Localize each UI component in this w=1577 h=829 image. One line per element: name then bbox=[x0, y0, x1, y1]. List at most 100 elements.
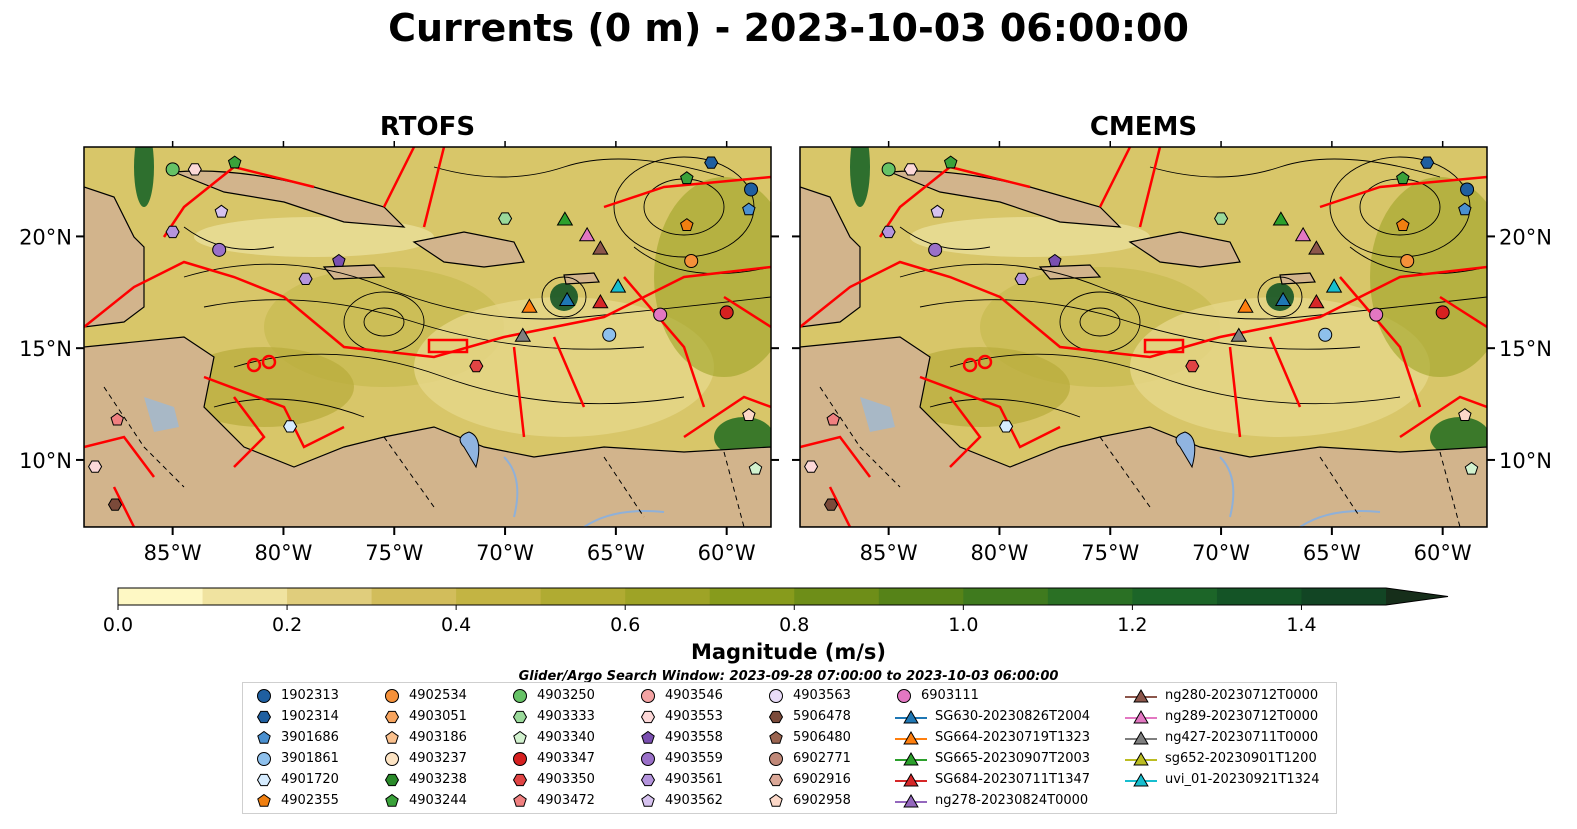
float-marker bbox=[1420, 156, 1435, 169]
panel-title-cmems: CMEMS bbox=[1089, 112, 1198, 142]
legend-item: 4903472 bbox=[509, 790, 595, 811]
float-marker bbox=[881, 162, 896, 177]
lon-tick-label: 80°W bbox=[254, 541, 312, 565]
legend-item-label: ng427-20230711T0000 bbox=[1165, 730, 1319, 745]
legend-item-label: 4903250 bbox=[537, 688, 595, 703]
legend-item: 6902771 bbox=[765, 748, 851, 769]
legend-item-label: 4903563 bbox=[793, 688, 851, 703]
legend-pentagon-marker bbox=[257, 793, 271, 807]
colorbar-segment bbox=[1132, 588, 1218, 605]
legend-marker bbox=[385, 751, 399, 766]
legend-item: SG664-20230719T1323 bbox=[893, 727, 1090, 748]
legend-item-label: 4902534 bbox=[409, 688, 467, 703]
legend-marker bbox=[641, 751, 655, 766]
glider-marker bbox=[1230, 327, 1248, 342]
legend-marker bbox=[1125, 730, 1157, 744]
float-marker bbox=[680, 218, 694, 231]
legend-item-label: 1902313 bbox=[281, 688, 339, 703]
legend-marker bbox=[257, 730, 271, 744]
map-cmems bbox=[800, 147, 1487, 527]
legend-marker bbox=[512, 773, 528, 786]
legend-item: 4903340 bbox=[509, 727, 595, 748]
legend-item-label: uvi_01-20230921T1324 bbox=[1165, 772, 1320, 787]
legend-item-label: sg652-20230901T1200 bbox=[1165, 751, 1317, 766]
glider-marker bbox=[592, 240, 609, 255]
map-rtofs-frame bbox=[83, 146, 772, 528]
legend-item: 5906478 bbox=[765, 706, 851, 727]
legend-item-label: SG684-20230711T1347 bbox=[935, 772, 1091, 787]
lat-tick-label: 15°N bbox=[1499, 337, 1552, 361]
float-marker bbox=[999, 420, 1014, 433]
legend-marker bbox=[513, 730, 527, 744]
float-marker bbox=[1464, 461, 1479, 475]
float-marker bbox=[469, 359, 484, 373]
legend-marker bbox=[385, 688, 399, 703]
legend-item-label: SG665-20230907T2003 bbox=[935, 751, 1091, 766]
legend-circle-marker bbox=[513, 688, 527, 703]
float-marker bbox=[748, 461, 763, 475]
float-marker bbox=[1396, 171, 1410, 185]
legend-item: 5906480 bbox=[765, 727, 851, 748]
legend-item: 3901861 bbox=[253, 748, 339, 769]
legend-item-label: 4903051 bbox=[409, 709, 467, 724]
legend-pentagon-marker bbox=[385, 730, 399, 744]
glider-marker bbox=[1308, 294, 1325, 309]
float-marker bbox=[742, 408, 756, 421]
legend-hexagon-marker bbox=[640, 710, 656, 723]
glider-marker bbox=[1272, 211, 1290, 226]
float-marker bbox=[212, 242, 227, 257]
map-cmems-frame bbox=[799, 146, 1488, 528]
glider-marker bbox=[514, 327, 532, 342]
colorbar-segment bbox=[878, 588, 964, 605]
legend-marker bbox=[256, 710, 272, 723]
legend-marker bbox=[384, 710, 400, 723]
legend-hexagon-marker bbox=[768, 710, 784, 723]
float-marker bbox=[1014, 272, 1029, 285]
legend-item: 4903347 bbox=[509, 748, 595, 769]
legend-hexagon-marker bbox=[768, 773, 784, 786]
legend-item-label: 6902958 bbox=[793, 793, 851, 808]
legend-item: ng289-20230712T0000 bbox=[1123, 706, 1318, 727]
lon-tick-label: 70°W bbox=[1192, 541, 1250, 565]
legend-item-label: 6903111 bbox=[921, 688, 979, 703]
legend-item-label: 4903558 bbox=[665, 730, 723, 745]
colorbar-segment bbox=[371, 588, 457, 605]
legend-triangle-marker bbox=[903, 730, 919, 744]
glider-marker bbox=[592, 294, 609, 309]
legend-item-label: ng280-20230712T0000 bbox=[1165, 688, 1319, 703]
legend-item: 4903238 bbox=[381, 769, 467, 790]
legend-item-label: 4903472 bbox=[537, 793, 595, 808]
colorbar-tick-label: 1.0 bbox=[948, 614, 978, 636]
legend-item-label: 6902771 bbox=[793, 751, 851, 766]
colorbar-extend-arrow bbox=[1386, 588, 1448, 605]
legend-marker bbox=[769, 751, 783, 766]
colorbar: 0.0 0.2 0.4 0.6 0.8 1.0 1.2 1.4 bbox=[103, 587, 1449, 636]
float-marker bbox=[1048, 253, 1062, 267]
float-marker bbox=[1435, 305, 1450, 320]
legend-item: 4903250 bbox=[509, 685, 595, 706]
lon-tick-label: 60°W bbox=[1414, 541, 1472, 565]
legend-item: 3901686 bbox=[253, 727, 339, 748]
legend-triangle-marker bbox=[903, 709, 919, 723]
float-marker bbox=[498, 212, 513, 225]
float-marker bbox=[742, 202, 756, 216]
legend-item: 4903051 bbox=[381, 706, 467, 727]
colorbar-segment bbox=[1047, 588, 1133, 605]
legend-pentagon-marker bbox=[513, 730, 527, 744]
legend-circle-marker bbox=[641, 688, 655, 703]
legend-item-label: SG664-20230719T1323 bbox=[935, 730, 1091, 745]
legend-item: 4902534 bbox=[381, 685, 467, 706]
float-marker bbox=[1318, 327, 1333, 342]
legend-marker bbox=[895, 730, 927, 744]
float-marker bbox=[930, 204, 945, 218]
legend-triangle-marker bbox=[903, 793, 919, 807]
legend-item: 4903237 bbox=[381, 748, 467, 769]
glider-marker bbox=[1294, 226, 1312, 242]
legend-marker bbox=[1125, 751, 1157, 765]
float-marker bbox=[1460, 182, 1475, 197]
lon-tick-label: 60°W bbox=[698, 541, 756, 565]
legend-hexagon-marker bbox=[640, 773, 656, 786]
float-marker bbox=[653, 307, 668, 322]
lon-tick-label: 65°W bbox=[1303, 541, 1361, 565]
lon-tick-label: 65°W bbox=[587, 541, 645, 565]
